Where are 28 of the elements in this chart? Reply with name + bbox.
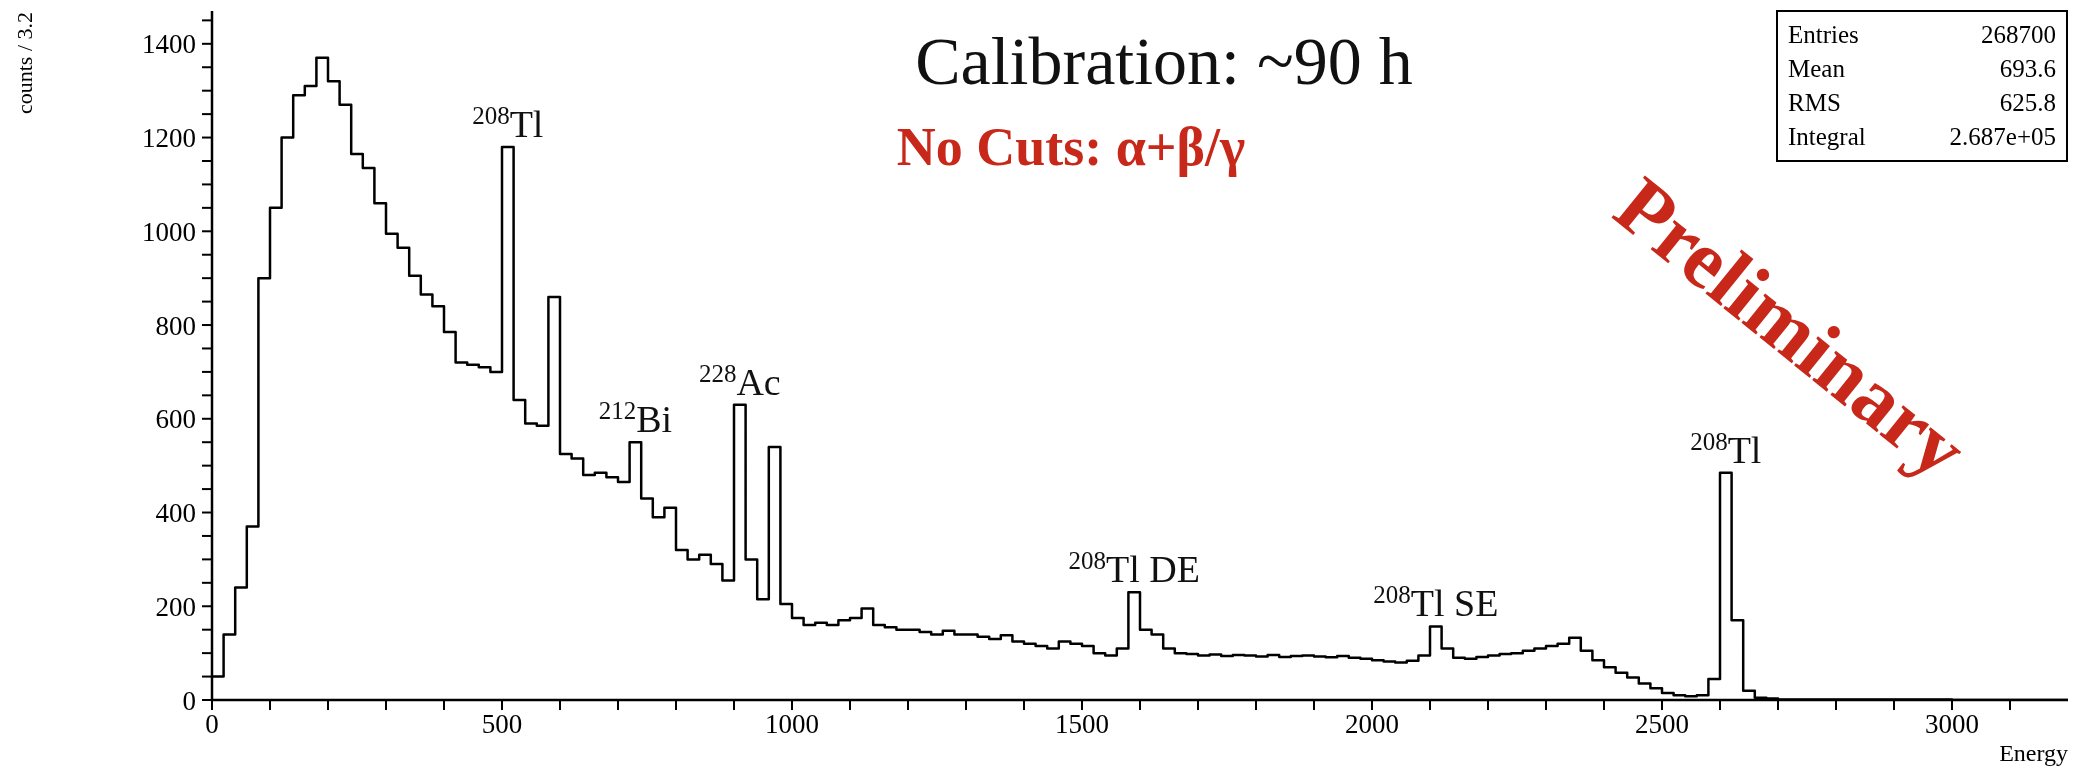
annotation: $^{208}$Tl SE — [1373, 581, 1499, 625]
y-tick-label: 0 — [182, 685, 196, 716]
y-tick-label: 400 — [155, 498, 196, 529]
annotation: $^{208}$Tl DE — [1068, 547, 1200, 591]
x-tick-label: 2500 — [1635, 709, 1689, 740]
chart-title: Calibration: ~90 h — [915, 22, 1413, 101]
text: Entries 268700 — [1788, 21, 2056, 48]
annotation: $^{212}$Bi — [598, 397, 673, 441]
x-tick-label: 2000 — [1345, 709, 1399, 740]
x-tick-label: 3000 — [1925, 709, 1979, 740]
text: Mean 693.6 — [1788, 55, 2056, 82]
x-tick-label: 1500 — [1055, 709, 1109, 740]
y-tick-label: 1400 — [142, 29, 196, 60]
annotation: $^{228}$Ac — [698, 359, 781, 403]
y-axis-title: counts / 3.2 — [12, 12, 38, 115]
x-tick-label: 1000 — [765, 709, 819, 740]
text: RMS 625.8 — [1788, 89, 2056, 116]
x-tick-label: 0 — [205, 709, 219, 740]
x-tick-label: 500 — [481, 709, 523, 740]
text: No Cuts: α+β/γ — [896, 116, 1246, 178]
y-tick-label: 600 — [155, 404, 196, 435]
text: Integral 2.687e+05 — [1788, 123, 2056, 150]
y-tick-label: 800 — [155, 310, 196, 341]
annotation: $^{208}$Tl — [472, 101, 544, 145]
y-tick-label: 200 — [155, 591, 196, 622]
x-axis-title: Energy — [1999, 740, 2068, 767]
y-tick-label: 1200 — [142, 123, 196, 154]
y-tick-label: 1000 — [142, 216, 196, 247]
